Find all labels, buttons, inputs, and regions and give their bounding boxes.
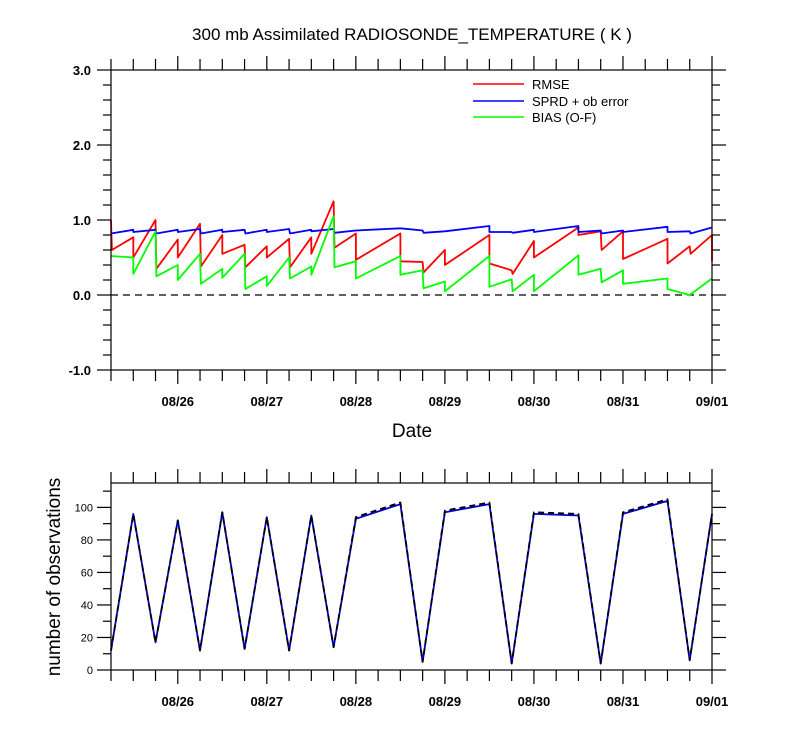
top-x-tick-label: 08/29 xyxy=(429,394,462,409)
bottom-x-tick-label: 08/26 xyxy=(162,694,195,709)
top-ticks-group xyxy=(97,56,726,384)
bottom-y-tick-label: 20 xyxy=(81,632,93,644)
bottom-series-group xyxy=(110,498,713,665)
top-series-sprd-ob-error xyxy=(110,225,713,235)
bottom-y-tick-label: 80 xyxy=(81,535,93,547)
bottom-y-tick-label: 0 xyxy=(87,665,93,677)
top-y-tick-label: 3.0 xyxy=(73,63,91,78)
top-x-tick-label: 08/31 xyxy=(607,394,640,409)
top-labels-group: 08/26 08/27 08/28 08/29 08/30 08/31 09/01 3.0 2.… xyxy=(69,63,729,409)
top-series-bias-o-f xyxy=(110,215,713,296)
legend: RMSE SPRD + ob error BIAS (O-F) xyxy=(473,77,629,125)
top-y-tick-label: -1.0 xyxy=(69,363,91,378)
bottom-labels-group: 08/26 08/27 08/28 08/29 08/30 08/31 09/01 100 80… xyxy=(75,502,729,709)
legend-label-bias: BIAS (O-F) xyxy=(532,110,596,125)
top-panel: 300 mb Assimilated RADIOSONDE_TEMPERATUR… xyxy=(69,25,729,442)
top-series-group xyxy=(110,200,713,296)
chart-title: 300 mb Assimilated RADIOSONDE_TEMPERATUR… xyxy=(192,25,632,44)
top-x-tick-label: 08/26 xyxy=(162,394,195,409)
top-y-tick-label: 1.0 xyxy=(73,213,91,228)
legend-label-sprd: SPRD + ob error xyxy=(532,94,629,109)
bottom-ticks-group xyxy=(97,469,726,684)
bottom-x-tick-label: 08/27 xyxy=(251,694,284,709)
top-x-tick-label: 09/01 xyxy=(696,394,729,409)
bottom-panel: 08/26 08/27 08/28 08/29 08/30 08/31 09/01 100 80… xyxy=(44,469,728,709)
bottom-plot-frame xyxy=(110,482,713,671)
top-x-tick-label: 08/27 xyxy=(251,394,284,409)
bottom-y-tick-label: 40 xyxy=(81,600,93,612)
top-x-tick-label: 08/28 xyxy=(340,394,373,409)
top-y-tick-label: 2.0 xyxy=(73,138,91,153)
bottom-x-tick-label: 09/01 xyxy=(696,694,729,709)
y-axis-label-observations: number of observations xyxy=(44,478,65,677)
top-x-tick-label: 08/30 xyxy=(518,394,551,409)
bottom-series-count-dashed xyxy=(110,498,713,665)
bottom-y-tick-label: 100 xyxy=(75,502,93,514)
bottom-x-tick-label: 08/29 xyxy=(429,694,462,709)
legend-label-rmse: RMSE xyxy=(532,77,570,92)
top-y-tick-label: 0.0 xyxy=(73,288,91,303)
bottom-x-tick-label: 08/28 xyxy=(340,694,373,709)
bottom-y-tick-label: 60 xyxy=(81,567,93,579)
bottom-x-tick-label: 08/31 xyxy=(607,694,640,709)
top-plot-frame xyxy=(110,69,713,371)
bottom-x-tick-label: 08/30 xyxy=(518,694,551,709)
x-axis-label: Date xyxy=(392,421,432,442)
